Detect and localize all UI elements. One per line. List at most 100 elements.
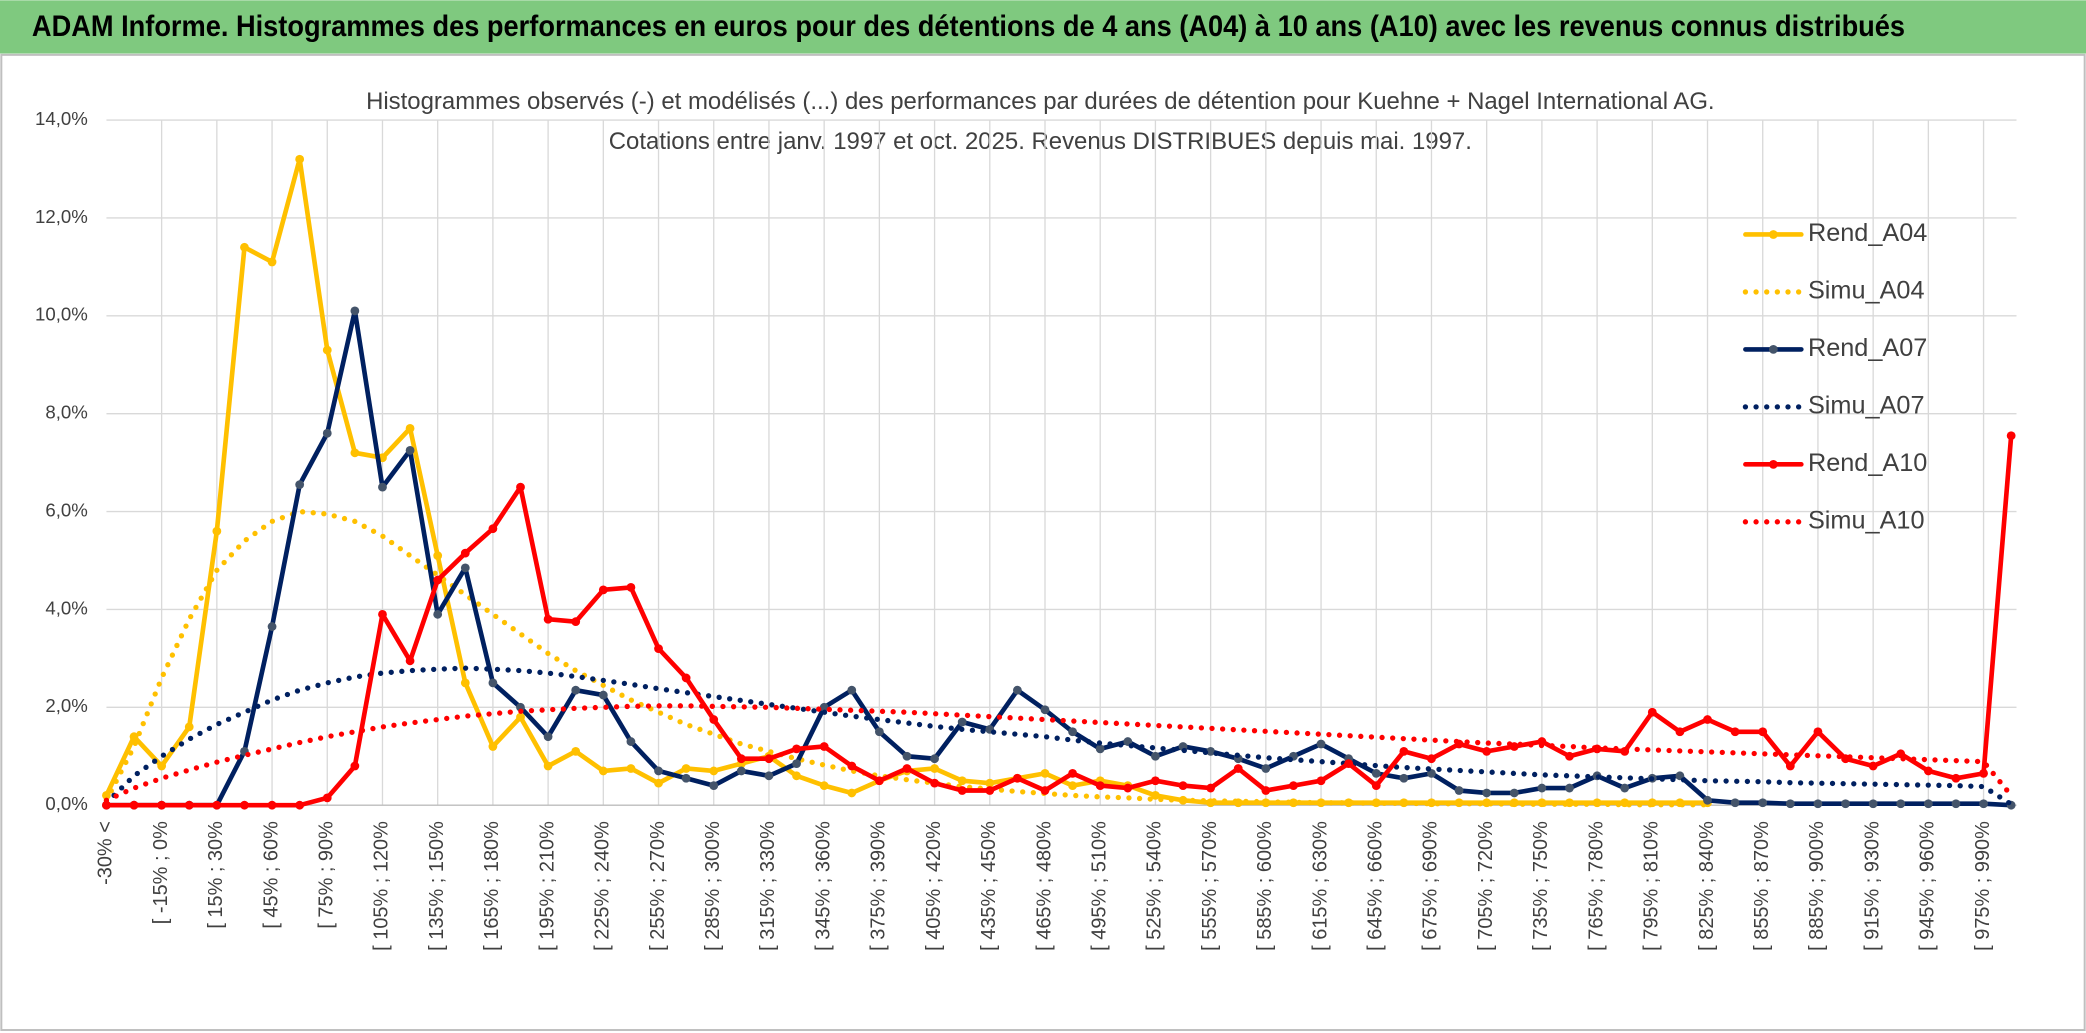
data-point <box>764 771 774 781</box>
y-tick-label: 4,0% <box>45 597 87 618</box>
x-tick-label: [ 375% ; 390% <box>868 821 890 951</box>
data-point <box>930 764 939 773</box>
data-point <box>654 644 663 653</box>
header-title: ADAM Informe. Histogrammes des performan… <box>32 11 1905 43</box>
data-point <box>1151 751 1160 761</box>
legend-label: Simu_A07 <box>1808 392 1925 420</box>
data-point <box>847 761 857 771</box>
x-tick-label: [ 705% ; 720% <box>1475 821 1497 951</box>
data-point <box>847 788 857 798</box>
header-bar <box>0 0 2086 54</box>
data-point <box>433 575 443 585</box>
data-point <box>957 717 967 727</box>
x-tick-label: [ 615% ; 630% <box>1309 821 1331 951</box>
data-point <box>1371 781 1381 791</box>
x-tick-label: [ 285% ; 300% <box>702 821 724 951</box>
data-point <box>571 685 581 695</box>
model-line <box>103 508 1711 808</box>
data-point <box>792 771 801 781</box>
data-point <box>681 673 691 683</box>
data-point <box>129 800 139 810</box>
data-point <box>709 781 719 791</box>
data-point <box>1868 761 1878 771</box>
data-point <box>1620 783 1630 793</box>
data-point <box>1289 798 1298 808</box>
y-tick-label: 12,0% <box>35 206 88 227</box>
data-point <box>1261 764 1271 773</box>
data-point <box>598 585 608 595</box>
data-point <box>543 732 553 742</box>
x-tick-label: [ 945% ; 960% <box>1917 821 1939 951</box>
data-point <box>322 345 332 355</box>
data-point <box>681 773 691 783</box>
x-tick-label: [ 345% ; 360% <box>812 821 834 951</box>
data-point <box>129 732 139 742</box>
x-tick-label: [ 465% ; 480% <box>1033 821 1055 951</box>
data-point <box>626 583 636 592</box>
data-point <box>1868 799 1878 809</box>
data-point <box>1289 781 1298 791</box>
model-line <box>103 665 2014 807</box>
data-point <box>1703 795 1712 805</box>
data-point <box>157 800 167 810</box>
data-point <box>212 800 222 810</box>
data-point <box>902 751 912 761</box>
data-point <box>1730 798 1740 808</box>
data-point <box>1151 776 1160 786</box>
x-tick-label: [ 435% ; 450% <box>978 821 1000 951</box>
data-point <box>102 800 111 810</box>
data-point <box>1703 715 1712 724</box>
x-tick-label: [ 735% ; 750% <box>1530 821 1552 951</box>
data-point <box>1068 727 1077 737</box>
x-tick-label: [ 555% ; 570% <box>1199 821 1221 951</box>
data-point <box>1675 727 1685 737</box>
data-point <box>543 614 553 624</box>
data-point <box>1095 744 1105 754</box>
data-point <box>1785 761 1795 771</box>
data-point <box>157 761 167 771</box>
data-point <box>957 776 967 786</box>
data-point <box>184 722 194 732</box>
legend-marker <box>1768 459 1778 469</box>
data-point <box>405 656 415 666</box>
data-point <box>598 766 608 776</box>
data-point <box>1979 768 1988 778</box>
data-point <box>1316 776 1326 786</box>
data-point <box>930 754 939 764</box>
y-tick-label: 2,0% <box>45 695 87 716</box>
data-point <box>736 766 746 776</box>
data-point <box>792 744 801 754</box>
x-tick-label: [ 255% ; 270% <box>647 821 669 951</box>
y-tick-label: 0,0% <box>45 793 87 814</box>
data-point <box>1482 788 1492 798</box>
data-point <box>1565 783 1574 793</box>
data-point <box>322 428 332 438</box>
data-point <box>819 702 829 712</box>
data-point <box>267 800 277 810</box>
data-point <box>1040 768 1050 778</box>
data-point <box>626 737 636 746</box>
data-point <box>1316 739 1326 749</box>
data-point <box>571 617 581 627</box>
data-point <box>736 754 746 764</box>
legend-label: Rend_A10 <box>1808 449 1927 477</box>
data-point <box>626 764 636 773</box>
data-point <box>1206 746 1216 756</box>
x-tick-label: [ 195% ; 210% <box>536 821 558 951</box>
data-point <box>350 448 360 458</box>
data-point <box>1951 799 1961 809</box>
data-point <box>1233 764 1243 773</box>
x-tick-label: -30% < <box>95 821 117 885</box>
data-line <box>104 433 2014 808</box>
chart-subtitle: Histogrammes observés (-) et modélisés (… <box>366 88 1715 115</box>
data-point <box>350 306 360 316</box>
legend-marker <box>1768 345 1778 354</box>
data-point <box>709 715 719 724</box>
x-tick-label: [ 765% ; 780% <box>1585 821 1607 951</box>
data-point <box>930 778 939 788</box>
x-tick-label: [ 675% ; 690% <box>1420 821 1442 951</box>
data-point <box>847 685 857 695</box>
data-point <box>1951 773 1961 783</box>
data-point <box>874 776 884 786</box>
